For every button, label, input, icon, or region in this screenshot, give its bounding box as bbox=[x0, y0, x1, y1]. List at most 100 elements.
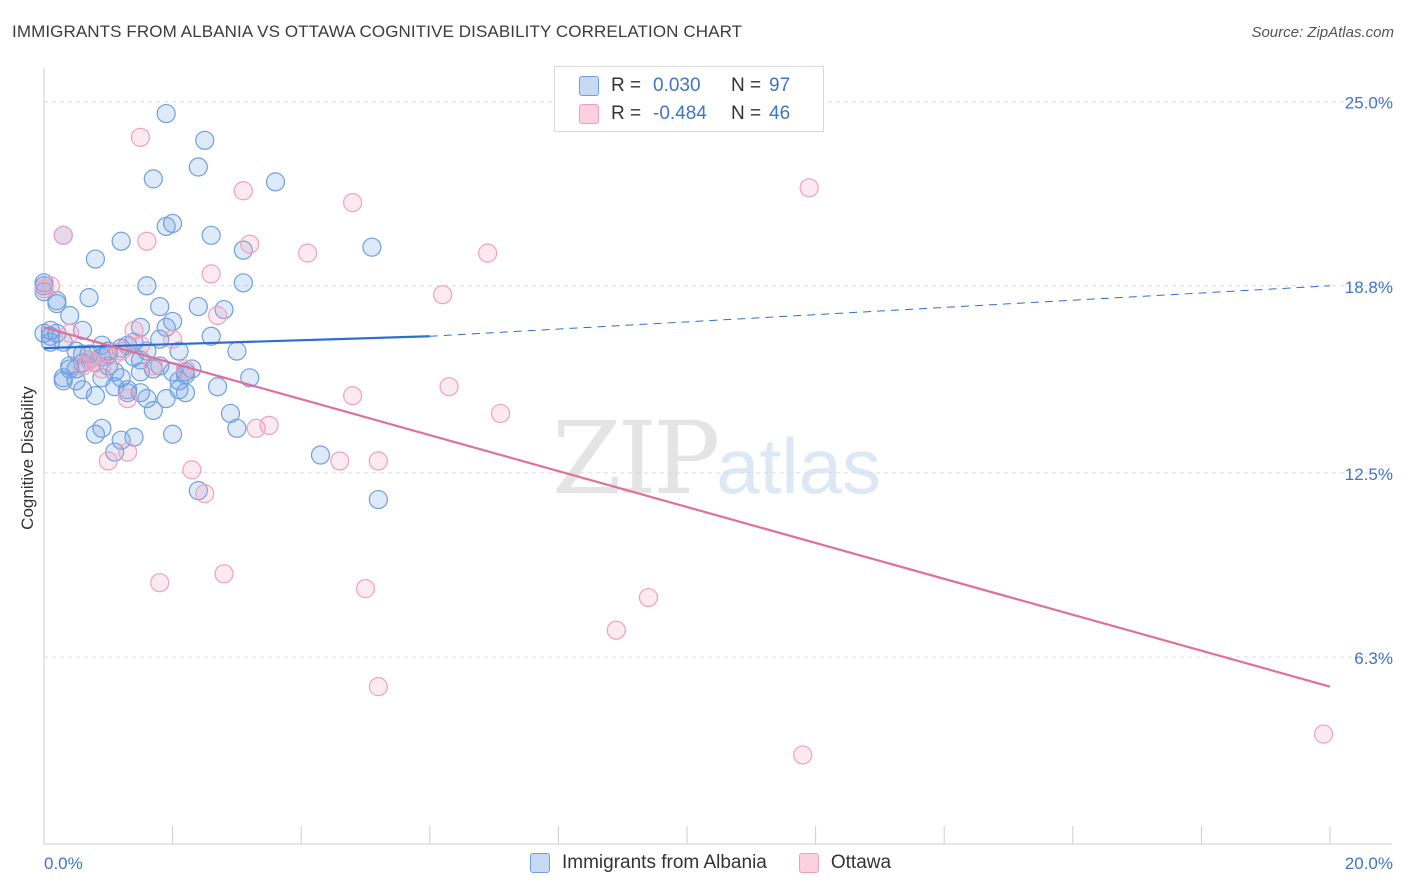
ottawa-point bbox=[368, 677, 388, 697]
albania-point bbox=[169, 341, 189, 361]
chart-title: IMMIGRANTS FROM ALBANIA VS OTTAWA COGNIT… bbox=[12, 22, 743, 41]
ottawa-point bbox=[330, 451, 350, 471]
ottawa-point bbox=[150, 573, 170, 593]
ottawa-point bbox=[490, 403, 511, 424]
source-label: Source: ZipAtlas.com bbox=[1251, 24, 1394, 41]
legend-item-albania: Immigrants from Albania bbox=[530, 852, 767, 874]
x-tick-label: 0.0% bbox=[44, 854, 83, 873]
ottawa-point bbox=[233, 181, 253, 201]
ottawa-point bbox=[130, 127, 151, 147]
ottawa-point bbox=[343, 386, 363, 406]
ottawa-point bbox=[355, 579, 376, 599]
albania-point bbox=[111, 231, 131, 251]
ottawa-point bbox=[606, 620, 626, 640]
albania-point bbox=[201, 225, 221, 245]
albania-point bbox=[53, 368, 73, 388]
legend-label-ottawa: Ottawa bbox=[830, 852, 892, 873]
x-tick-label: 20.0% bbox=[1345, 854, 1393, 873]
legend-label-albania: Immigrants from Albania bbox=[562, 852, 767, 873]
ottawa-point bbox=[117, 442, 138, 462]
watermark-atlas: atlas bbox=[716, 422, 882, 510]
y-tick-label: 12.5% bbox=[1345, 465, 1393, 484]
ottawa-point bbox=[439, 377, 459, 397]
ottawa-swatch bbox=[579, 104, 599, 124]
r-label: R = bbox=[611, 103, 642, 124]
ottawa-point bbox=[163, 329, 183, 349]
ottawa-point bbox=[60, 323, 80, 343]
albania-point bbox=[227, 341, 247, 361]
ottawa-point bbox=[208, 305, 228, 326]
y-tick-label: 25.0% bbox=[1345, 94, 1393, 113]
ottawa-point bbox=[53, 225, 73, 245]
watermark-zip: ZIP bbox=[552, 400, 720, 517]
ottawa-point bbox=[368, 451, 388, 471]
ottawa-trendline bbox=[43, 326, 1331, 688]
albania-point bbox=[188, 296, 208, 317]
albania-point bbox=[310, 445, 331, 465]
stats-legend: R = 0.030 N = 97 R = -0.484 N = 46 bbox=[554, 66, 824, 132]
albania-point bbox=[85, 386, 106, 406]
ottawa-point bbox=[117, 389, 138, 409]
albania-point bbox=[163, 424, 183, 444]
ottawa-point bbox=[1313, 724, 1334, 744]
albania-point bbox=[150, 296, 170, 317]
albania-point bbox=[117, 383, 138, 403]
ottawa-point bbox=[259, 415, 279, 435]
y-tick-label: 6.3% bbox=[1354, 649, 1393, 668]
ottawa-point bbox=[638, 587, 659, 608]
albania-point bbox=[201, 326, 221, 346]
ottawa-point bbox=[478, 243, 498, 263]
albania-point bbox=[188, 157, 208, 177]
albania-point bbox=[85, 424, 106, 444]
n-value: 97 bbox=[769, 75, 791, 96]
albania-point bbox=[156, 103, 176, 124]
albania-swatch bbox=[530, 853, 550, 873]
ottawa-point bbox=[85, 353, 106, 373]
albania-point bbox=[163, 311, 183, 332]
legend-item-ottawa: Ottawa bbox=[798, 852, 892, 874]
ottawa-point bbox=[799, 178, 819, 198]
ottawa-point bbox=[433, 285, 453, 305]
n-value: 46 bbox=[769, 103, 791, 124]
n-label: N = bbox=[731, 75, 762, 96]
albania-swatch bbox=[579, 76, 599, 96]
ottawa-point bbox=[240, 234, 260, 254]
albania-point bbox=[137, 276, 157, 296]
ottawa-point bbox=[182, 460, 202, 480]
albania-point bbox=[208, 377, 228, 397]
ottawa-point bbox=[201, 264, 221, 284]
albania-point bbox=[85, 249, 106, 269]
albania-point bbox=[143, 400, 163, 421]
stats-legend-row-ottawa: R = -0.484 N = 46 bbox=[579, 101, 790, 127]
albania-point bbox=[163, 213, 183, 234]
ottawa-point bbox=[793, 745, 813, 765]
albania-point bbox=[240, 368, 260, 388]
ottawa-swatch bbox=[798, 853, 819, 873]
watermark: ZIPatlas bbox=[552, 400, 881, 517]
albania-point bbox=[79, 288, 99, 308]
n-label: N = bbox=[731, 103, 762, 124]
albania-trendline-extension bbox=[429, 285, 1331, 337]
albania-point bbox=[265, 172, 286, 192]
albania-point bbox=[60, 305, 80, 326]
ottawa-point bbox=[137, 231, 157, 251]
ottawa-point bbox=[195, 484, 215, 504]
ottawa-point bbox=[343, 193, 363, 213]
albania-point bbox=[368, 489, 388, 510]
albania-point bbox=[220, 403, 241, 424]
series-legend: Immigrants from Albania Ottawa bbox=[530, 852, 923, 874]
stats-legend-row-albania: R = 0.030 N = 97 bbox=[579, 73, 790, 99]
ottawa-point bbox=[214, 564, 234, 584]
r-label: R = bbox=[611, 75, 642, 96]
ottawa-point bbox=[98, 451, 118, 471]
albania-point bbox=[195, 130, 215, 150]
y-axis-label: Cognitive Disability bbox=[18, 386, 37, 530]
y-tick-label: 18.8% bbox=[1345, 278, 1393, 297]
r-value: -0.484 bbox=[653, 103, 707, 124]
albania-point bbox=[362, 237, 382, 257]
albania-point bbox=[34, 323, 54, 343]
albania-point bbox=[233, 273, 253, 293]
albania-point bbox=[111, 430, 131, 450]
albania-point bbox=[143, 169, 163, 189]
